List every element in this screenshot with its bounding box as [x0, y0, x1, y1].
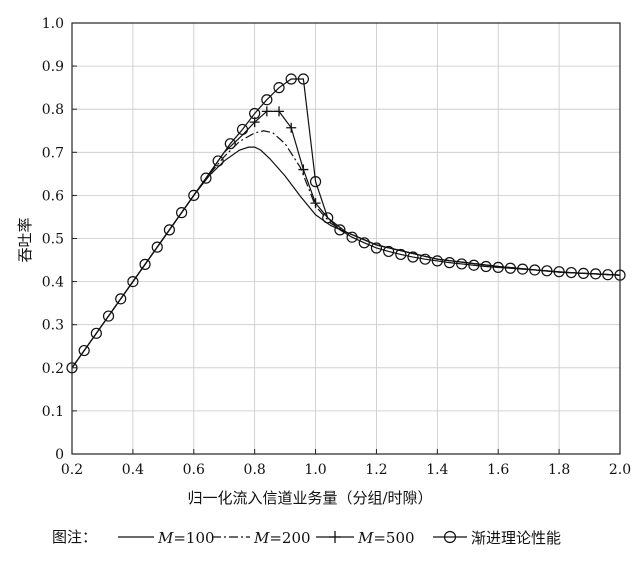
series-line — [71, 110, 621, 369]
circle-marker — [590, 268, 602, 280]
circle-marker — [468, 259, 480, 271]
legend-item: M=500 — [316, 529, 415, 547]
circle-marker — [370, 242, 383, 254]
circle-marker — [419, 253, 431, 265]
y-tick-label: 1.0 — [42, 16, 64, 32]
circle-marker — [395, 248, 407, 261]
y-tick-label: 0.3 — [42, 318, 64, 334]
series-dashdot — [71, 130, 621, 369]
plus-marker — [298, 164, 309, 175]
x-tick-label: 0.4 — [122, 462, 144, 478]
circle-marker — [577, 267, 590, 280]
series-line — [71, 146, 621, 369]
circle-marker — [151, 241, 163, 253]
series-line — [71, 130, 621, 369]
x-tick-label: 2.0 — [609, 462, 631, 478]
y-tick-label: 0 — [55, 447, 64, 463]
circle-marker — [334, 224, 346, 236]
circle-marker — [261, 94, 273, 106]
x-tick-label: 1.0 — [304, 462, 326, 478]
circle-marker — [346, 231, 358, 243]
circle-marker — [443, 257, 456, 269]
ticks-layer: 0.2 0.4 0.6 0.8 1.0 1.2 1.4 1.6 1.8 2.0 0 0.1 0.2 0.3… — [42, 16, 631, 478]
legend-label: M=100 — [157, 529, 215, 547]
y-tick-label: 0.4 — [42, 275, 64, 291]
legend-prefix: 图注： — [52, 528, 97, 546]
legend-item: M=100 — [118, 529, 215, 547]
circle-marker — [249, 107, 261, 120]
circle-marker — [383, 245, 395, 258]
circle-marker — [492, 261, 504, 273]
circle-marker — [541, 265, 553, 277]
circle-marker — [456, 258, 468, 270]
x-tick-label: 0.6 — [183, 462, 205, 478]
y-tick-label: 0.6 — [42, 188, 64, 204]
x-tick-label: 1.8 — [548, 462, 570, 478]
legend-label: M=500 — [357, 529, 415, 547]
x-tick-label: 1.4 — [426, 462, 448, 478]
circle-marker — [139, 258, 151, 270]
circle-marker — [565, 266, 577, 279]
legend-plus-marker — [329, 531, 341, 543]
circle-marker — [431, 255, 443, 267]
circle-marker — [273, 82, 285, 94]
series-solid — [71, 146, 621, 369]
y-tick-label: 0.1 — [42, 404, 64, 420]
legend-item: 渐进理论性能 — [433, 529, 561, 547]
plus-marker — [274, 106, 285, 117]
x-axis-title: 归一化流入信道业务量（分组/时隙） — [187, 489, 432, 507]
circle-marker — [504, 262, 516, 274]
circle-marker — [78, 344, 90, 357]
legend-circle-marker — [443, 530, 457, 544]
grid — [71, 22, 621, 455]
x-tick-label: 1.6 — [487, 462, 509, 478]
legend-item: M=200 — [212, 529, 311, 547]
plus-marker — [310, 198, 321, 209]
circle-marker — [309, 176, 322, 188]
y-tick-label: 0.9 — [42, 59, 64, 75]
circle-marker — [200, 172, 212, 184]
y-tick-label: 0.2 — [42, 361, 64, 377]
circle-marker — [480, 260, 492, 273]
circle-marker — [285, 73, 297, 85]
y-tick-label: 0.5 — [42, 232, 64, 248]
series-plus — [71, 106, 621, 369]
circle-marker — [188, 189, 200, 201]
circle-marker — [297, 73, 309, 85]
circle-marker — [102, 310, 115, 322]
x-tick-label: 0.2 — [61, 462, 83, 478]
series-line — [71, 78, 621, 369]
series-layer — [66, 73, 626, 374]
y-tick-label: 0.8 — [42, 102, 64, 118]
legend-label: 渐进理论性能 — [471, 529, 561, 547]
circle-marker — [163, 224, 176, 236]
circle-marker — [127, 276, 139, 288]
circle-marker — [115, 293, 127, 305]
x-tick-label: 1.2 — [365, 462, 387, 478]
plus-marker — [286, 122, 297, 133]
circle-marker — [90, 327, 102, 339]
legend-label: M=200 — [253, 529, 311, 547]
circle-marker — [224, 138, 236, 150]
circle-marker — [322, 212, 334, 224]
circle-marker — [358, 237, 370, 249]
circle-marker — [516, 263, 529, 275]
plus-marker — [261, 106, 272, 117]
circle-marker — [236, 123, 249, 136]
circle-marker — [176, 207, 188, 219]
circle-marker — [602, 269, 614, 281]
legend: 图注： M=100 M=200 M=500 渐进理论性能 — [52, 528, 561, 547]
y-axis-title: 吞吐率 — [16, 217, 34, 262]
circle-marker — [553, 266, 565, 278]
circle-marker — [529, 264, 541, 276]
circle-marker — [212, 155, 224, 167]
series-circle — [66, 73, 626, 374]
x-tick-label: 0.8 — [244, 462, 266, 478]
circle-marker — [407, 251, 419, 263]
y-tick-label: 0.7 — [42, 145, 64, 161]
